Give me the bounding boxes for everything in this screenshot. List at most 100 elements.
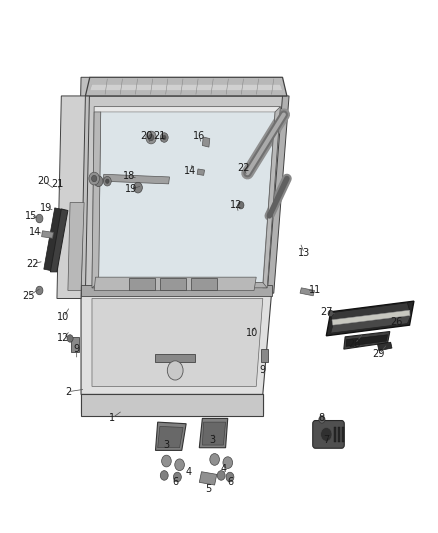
Polygon shape	[346, 335, 388, 346]
Polygon shape	[92, 107, 280, 288]
Polygon shape	[90, 84, 283, 91]
Circle shape	[92, 175, 97, 182]
Polygon shape	[330, 303, 410, 320]
Polygon shape	[202, 137, 210, 147]
Text: 6: 6	[227, 478, 233, 487]
Polygon shape	[155, 422, 186, 450]
Text: 1: 1	[109, 414, 115, 423]
Polygon shape	[267, 96, 289, 293]
Polygon shape	[81, 285, 272, 296]
Text: 9: 9	[260, 366, 266, 375]
Text: 25: 25	[22, 291, 35, 301]
Circle shape	[106, 179, 109, 183]
Circle shape	[160, 133, 168, 142]
Circle shape	[160, 471, 168, 480]
Text: 29: 29	[373, 350, 385, 359]
Text: 19: 19	[40, 203, 52, 213]
Polygon shape	[331, 316, 411, 333]
Circle shape	[103, 176, 111, 186]
Text: 22: 22	[27, 259, 39, 269]
Text: 20: 20	[141, 131, 153, 141]
Polygon shape	[92, 282, 267, 288]
Polygon shape	[92, 112, 101, 288]
Polygon shape	[326, 301, 414, 336]
Text: 3: 3	[209, 435, 215, 445]
Circle shape	[319, 416, 325, 423]
Circle shape	[146, 131, 156, 144]
Text: 19: 19	[125, 184, 138, 194]
Polygon shape	[197, 169, 205, 175]
Text: 26: 26	[390, 318, 403, 327]
Circle shape	[162, 455, 171, 467]
Polygon shape	[332, 310, 410, 325]
Text: 28: 28	[349, 339, 361, 349]
Circle shape	[67, 335, 73, 342]
Text: 7: 7	[323, 435, 329, 445]
Bar	[129, 278, 155, 290]
Text: 6: 6	[172, 478, 178, 487]
Polygon shape	[81, 96, 287, 293]
Polygon shape	[378, 342, 392, 351]
Bar	[342, 427, 344, 442]
Circle shape	[173, 472, 181, 482]
Text: 2: 2	[65, 387, 71, 397]
Text: 4: 4	[185, 467, 191, 477]
Bar	[191, 278, 217, 290]
Text: 12: 12	[230, 200, 243, 210]
Text: 9: 9	[74, 344, 80, 354]
Text: 14: 14	[184, 166, 197, 175]
Polygon shape	[103, 174, 170, 184]
Text: 21: 21	[51, 179, 63, 189]
Text: 10: 10	[57, 312, 70, 322]
Circle shape	[210, 454, 219, 465]
Polygon shape	[85, 77, 287, 96]
Bar	[334, 427, 336, 442]
FancyBboxPatch shape	[313, 421, 344, 448]
Polygon shape	[99, 112, 275, 282]
Polygon shape	[81, 394, 263, 416]
Circle shape	[94, 176, 103, 187]
Polygon shape	[81, 394, 263, 413]
Circle shape	[223, 457, 233, 469]
Polygon shape	[158, 426, 183, 448]
Bar	[160, 278, 186, 290]
Text: 3: 3	[163, 440, 170, 450]
Text: 18: 18	[123, 171, 135, 181]
Polygon shape	[199, 418, 228, 448]
Polygon shape	[68, 203, 84, 290]
Polygon shape	[263, 107, 280, 288]
Circle shape	[89, 172, 99, 185]
Circle shape	[162, 135, 166, 140]
Polygon shape	[300, 288, 314, 296]
Circle shape	[36, 286, 43, 295]
Polygon shape	[202, 422, 226, 445]
Text: 21: 21	[154, 131, 166, 141]
Circle shape	[36, 214, 43, 223]
Circle shape	[217, 471, 225, 480]
Text: 13: 13	[298, 248, 311, 258]
Polygon shape	[42, 231, 53, 238]
Polygon shape	[344, 332, 390, 349]
Polygon shape	[77, 77, 90, 293]
Text: 27: 27	[320, 307, 332, 317]
Bar	[261, 349, 268, 362]
Polygon shape	[94, 277, 256, 290]
Circle shape	[328, 310, 333, 317]
Circle shape	[226, 472, 234, 482]
Text: 15: 15	[25, 211, 37, 221]
Polygon shape	[57, 96, 85, 298]
Circle shape	[148, 134, 154, 141]
Polygon shape	[81, 293, 272, 394]
Circle shape	[134, 182, 142, 193]
Polygon shape	[155, 354, 195, 362]
Text: 20: 20	[38, 176, 50, 186]
Text: 5: 5	[205, 484, 211, 494]
Text: 14: 14	[29, 227, 41, 237]
Bar	[71, 337, 79, 352]
Text: 4: 4	[220, 464, 226, 474]
Polygon shape	[44, 208, 63, 271]
Circle shape	[321, 427, 332, 441]
Text: 8: 8	[319, 414, 325, 423]
Polygon shape	[199, 472, 217, 485]
Circle shape	[167, 361, 183, 380]
